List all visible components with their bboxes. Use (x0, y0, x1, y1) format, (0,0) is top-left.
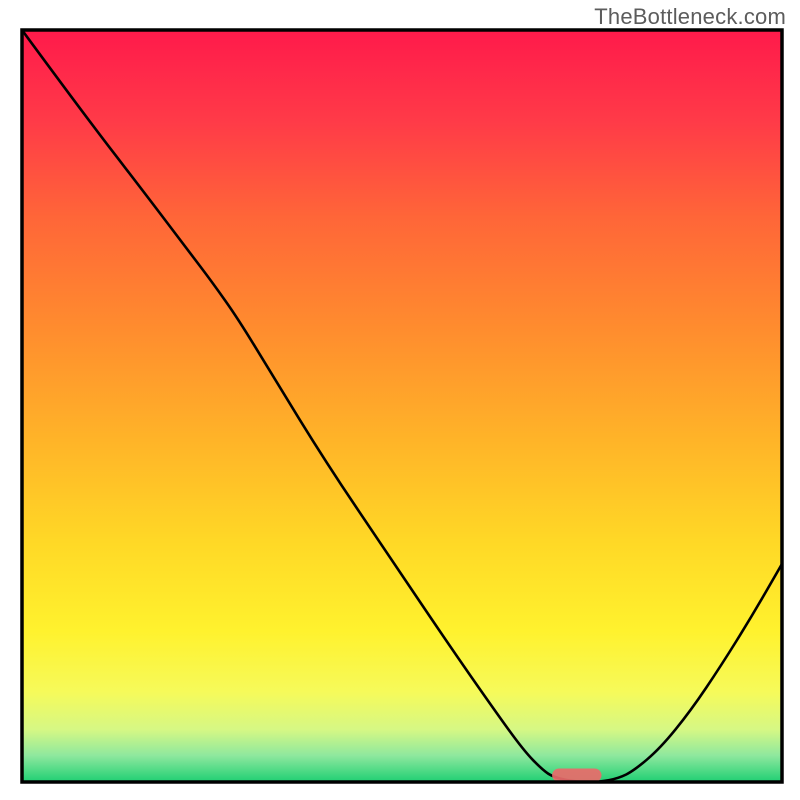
optimal-marker (552, 768, 601, 782)
plot-area (22, 30, 782, 782)
gradient-background (22, 30, 782, 782)
watermark-text: TheBottleneck.com (594, 4, 786, 30)
bottleneck-chart (0, 0, 800, 800)
